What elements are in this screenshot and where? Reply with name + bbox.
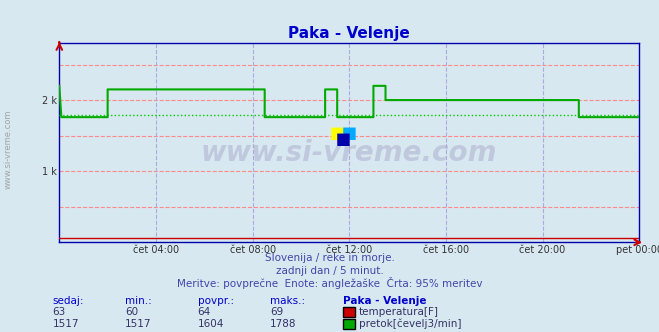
Text: 1517: 1517: [125, 319, 152, 329]
Text: 64: 64: [198, 307, 211, 317]
Text: ▪: ▪: [335, 127, 352, 151]
Text: 1604: 1604: [198, 319, 224, 329]
Text: 60: 60: [125, 307, 138, 317]
Text: 1788: 1788: [270, 319, 297, 329]
Text: maks.:: maks.:: [270, 296, 305, 306]
Text: sedaj:: sedaj:: [53, 296, 84, 306]
Text: pretok[čevelj3/min]: pretok[čevelj3/min]: [359, 318, 462, 329]
Text: min.:: min.:: [125, 296, 152, 306]
Title: Paka - Velenje: Paka - Velenje: [289, 26, 410, 41]
Text: ▪: ▪: [330, 121, 346, 145]
Text: 1517: 1517: [53, 319, 79, 329]
Text: ▪: ▪: [341, 121, 358, 145]
Text: povpr.:: povpr.:: [198, 296, 234, 306]
Text: Meritve: povprečne  Enote: angležaške  Črta: 95% meritev: Meritve: povprečne Enote: angležaške Črt…: [177, 277, 482, 289]
Text: 69: 69: [270, 307, 283, 317]
Text: zadnji dan / 5 minut.: zadnji dan / 5 minut.: [275, 266, 384, 276]
Text: 63: 63: [53, 307, 66, 317]
Text: www.si-vreme.com: www.si-vreme.com: [3, 110, 13, 189]
Text: Slovenija / reke in morje.: Slovenija / reke in morje.: [264, 253, 395, 263]
Text: Paka - Velenje: Paka - Velenje: [343, 296, 426, 306]
Text: temperatura[F]: temperatura[F]: [359, 307, 439, 317]
Text: www.si-vreme.com: www.si-vreme.com: [201, 139, 498, 167]
